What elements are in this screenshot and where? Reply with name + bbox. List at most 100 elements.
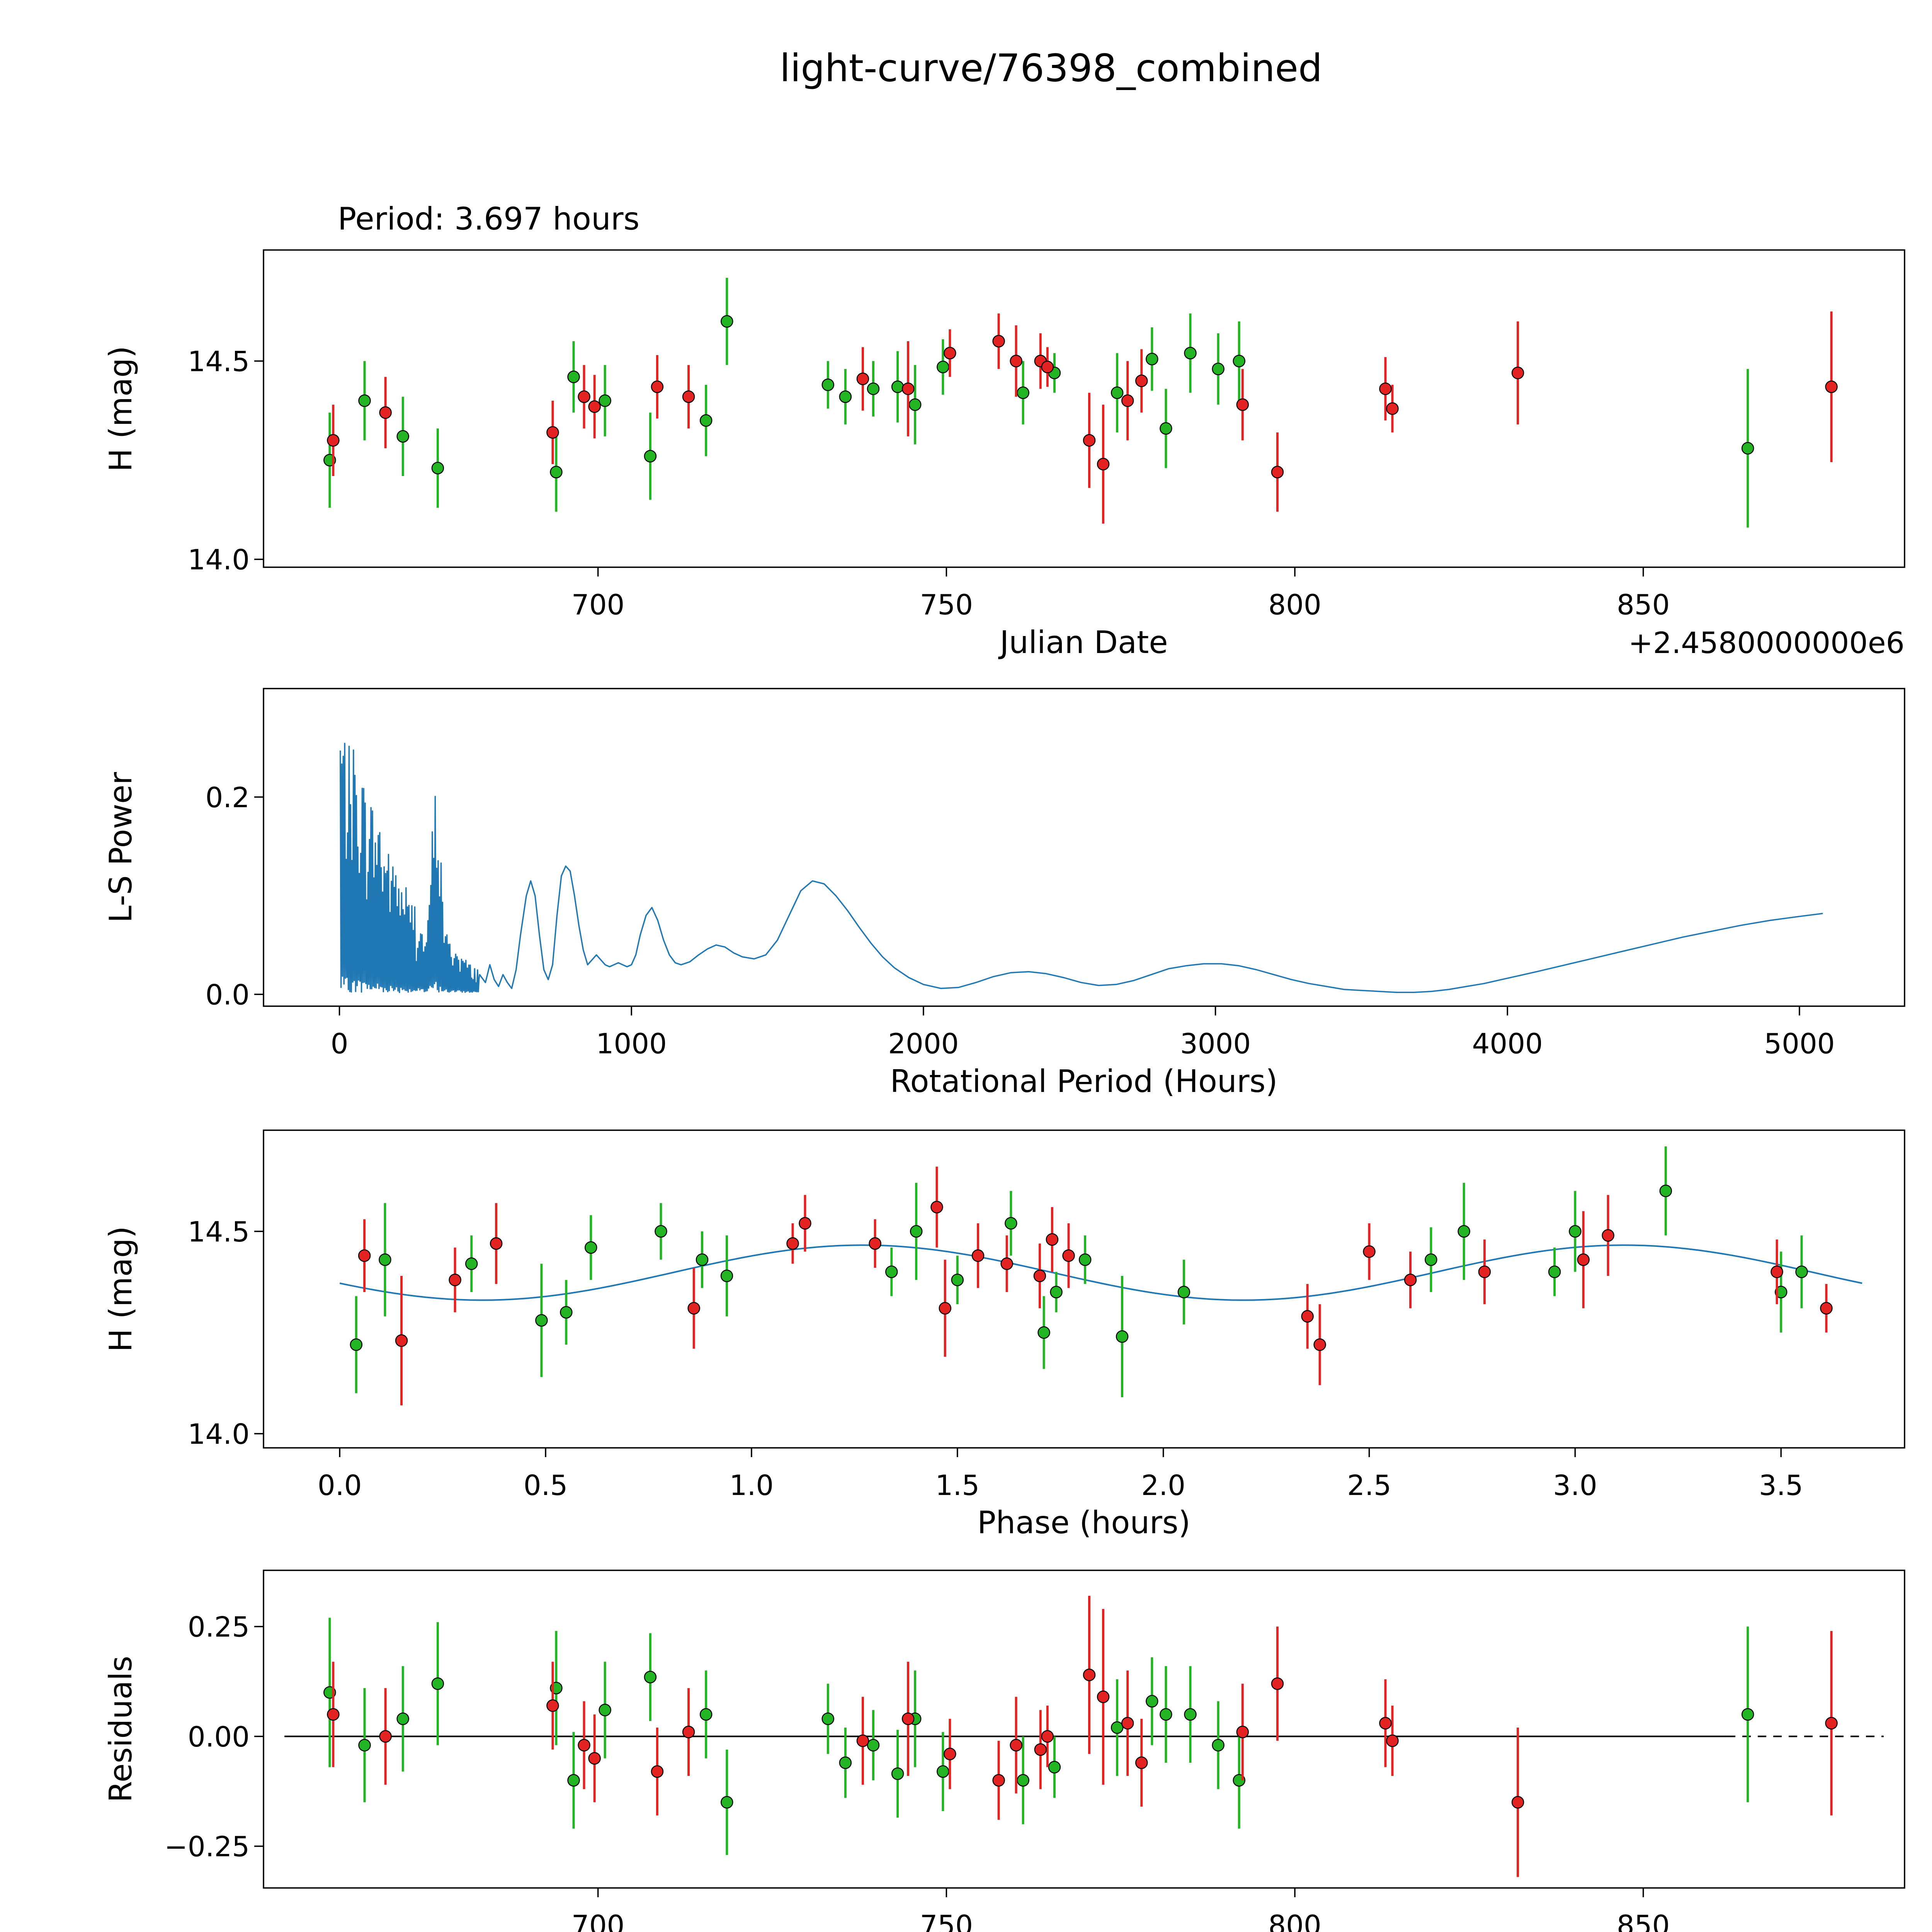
data-point: [358, 1249, 371, 1262]
x-tick-label: 3.0: [1553, 1469, 1597, 1502]
data-point: [1379, 382, 1392, 395]
data-point: [490, 1237, 503, 1250]
data-point: [1770, 1265, 1783, 1278]
data-point: [1825, 380, 1838, 393]
data-point: [687, 1302, 700, 1315]
data-point: [546, 1699, 559, 1712]
data-point: [358, 1739, 371, 1752]
data-point: [1602, 1229, 1614, 1242]
plot-panels: 700 750 800 850 14.0 14.5 0 1000 2000 3000 4000 500…: [164, 249, 1905, 1932]
x-tick-label: 850: [1617, 1909, 1670, 1932]
data-point: [585, 1241, 597, 1254]
data-point: [1083, 1668, 1096, 1681]
data-point: [431, 1677, 444, 1690]
data-point: [1577, 1253, 1590, 1266]
x-tick-label: 800: [1268, 588, 1321, 621]
data-point: [821, 1713, 835, 1725]
x-tick-label: 0.5: [524, 1469, 568, 1502]
period-annotation: Period: 3.697 hours: [338, 201, 639, 237]
data-point: [910, 1225, 923, 1238]
green-errorbar-series: [323, 1617, 1754, 1855]
data-point: [1775, 1286, 1787, 1299]
data-point: [379, 1730, 392, 1743]
data-point: [651, 380, 664, 393]
data-point: [908, 398, 922, 411]
y-ticks: 14.0 14.5: [188, 345, 264, 576]
data-point: [992, 335, 1005, 348]
p1-y-axis-label: H (mag): [103, 346, 139, 472]
x-tick-label: 1000: [596, 1027, 667, 1060]
x-tick-label: 2.0: [1141, 1469, 1185, 1502]
data-point: [396, 1713, 409, 1725]
data-point: [588, 1752, 601, 1765]
data-point: [644, 450, 657, 463]
y-tick-label: 0.25: [188, 1611, 250, 1643]
data-point: [1184, 347, 1197, 360]
data-point: [1097, 457, 1110, 471]
data-point: [799, 1217, 811, 1230]
data-point: [1062, 1249, 1075, 1262]
data-point: [1511, 366, 1524, 379]
data-point: [1135, 374, 1148, 387]
data-point: [1121, 1717, 1134, 1730]
x-tick-label: 850: [1617, 588, 1670, 621]
x-ticks: 700 750 800 850: [571, 1888, 1670, 1932]
data-point: [1111, 1721, 1124, 1734]
red-errorbar-series: [327, 311, 1838, 524]
data-point: [901, 1713, 915, 1725]
axes-frame: [263, 249, 1905, 568]
fit-curve: [339, 1244, 1862, 1301]
data-point: [1212, 362, 1225, 376]
data-point: [699, 1708, 713, 1721]
red-errorbar-series: [327, 1595, 1838, 1877]
data-point: [395, 1334, 408, 1347]
data-point: [1820, 1302, 1833, 1315]
data-point: [588, 400, 601, 413]
data-point: [1458, 1225, 1470, 1238]
data-point: [1511, 1796, 1524, 1809]
axes-frame: [263, 1129, 1905, 1449]
data-point: [358, 394, 371, 407]
data-point: [1050, 1286, 1063, 1299]
data-point: [786, 1237, 799, 1250]
data-point: [1313, 1338, 1326, 1351]
data-point: [1033, 1269, 1046, 1282]
panel-residuals: 700 750 800 850 −0.25 0.00 0.25: [164, 1570, 1905, 1932]
data-point: [1160, 1708, 1172, 1721]
data-point: [1548, 1265, 1561, 1278]
x-ticks: 0.0 0.5 1.0 1.5 2.0 2.5 3.0 3.5: [318, 1448, 1803, 1502]
data-point: [1146, 352, 1158, 366]
y-ticks: 0.0 0.2: [205, 781, 264, 1011]
data-point: [1301, 1310, 1314, 1323]
data-point: [379, 406, 392, 419]
data-point: [1017, 386, 1029, 399]
data-point: [449, 1274, 461, 1286]
data-point: [937, 361, 949, 373]
p2-y-axis-label: L-S Power: [103, 772, 139, 923]
data-point: [885, 1265, 898, 1278]
x-ticks: 700 750 800 850: [571, 567, 1670, 621]
x-tick-label: 3.5: [1759, 1469, 1803, 1502]
y-tick-label: 14.0: [188, 1418, 250, 1450]
x-tick-label: 5000: [1764, 1027, 1835, 1060]
y-tick-label: 14.0: [188, 543, 250, 576]
data-point: [1041, 361, 1054, 373]
p2-x-axis-label: Rotational Period (Hours): [890, 1063, 1278, 1099]
data-point: [1795, 1265, 1808, 1278]
data-point: [1236, 1726, 1249, 1738]
data-point: [1363, 1245, 1376, 1258]
x-tick-label: 1.0: [730, 1469, 774, 1502]
data-point: [1037, 1326, 1050, 1339]
data-point: [1005, 1217, 1017, 1230]
x-tick-label: 700: [571, 588, 624, 621]
data-point: [721, 315, 733, 328]
data-point: [1659, 1184, 1672, 1197]
data-point: [696, 1253, 709, 1266]
data-point: [867, 382, 880, 395]
x-tick-label: 1.5: [935, 1469, 980, 1502]
data-point: [839, 1756, 852, 1769]
data-point: [546, 426, 559, 439]
data-point: [867, 1739, 880, 1752]
data-point: [1825, 1717, 1838, 1730]
